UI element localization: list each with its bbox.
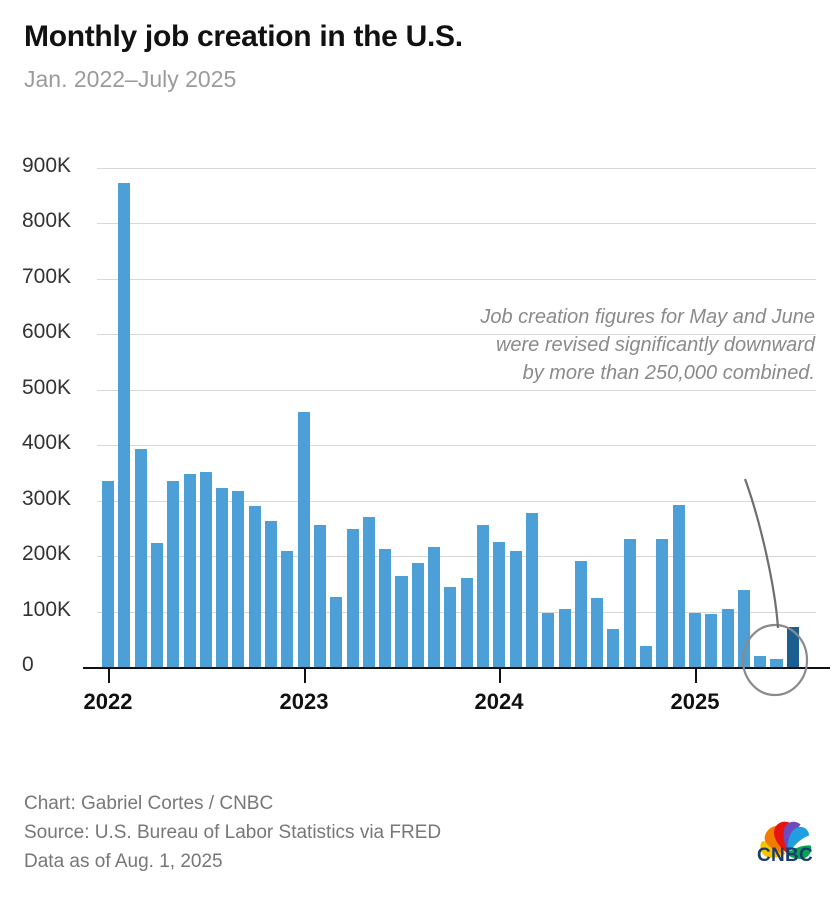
bar[interactable] [232, 490, 245, 667]
bar[interactable] [737, 590, 750, 667]
bar[interactable] [460, 577, 473, 667]
footer-source: Source: U.S. Bureau of Labor Statistics … [24, 822, 442, 843]
bar[interactable] [607, 629, 620, 667]
bar[interactable] [183, 474, 196, 667]
bar[interactable] [476, 525, 490, 667]
bar[interactable] [248, 506, 261, 667]
bar[interactable] [770, 659, 783, 667]
gridline [97, 556, 816, 557]
gridline [97, 334, 816, 335]
gridline [97, 501, 816, 502]
y-axis-tick-label: 900K [22, 154, 72, 177]
bar[interactable] [118, 182, 131, 667]
x-axis-tick-label: 2025 [670, 689, 720, 714]
bar[interactable] [281, 551, 294, 667]
bar[interactable] [297, 411, 310, 667]
bar[interactable] [574, 560, 587, 667]
x-axis-tick [499, 669, 501, 683]
bar[interactable] [102, 481, 115, 667]
bar[interactable] [379, 549, 392, 667]
bar[interactable] [672, 505, 685, 667]
bar[interactable] [313, 525, 326, 667]
gridline [97, 445, 816, 446]
x-axis-tick [304, 669, 306, 683]
footer-asof: Data as of Aug. 1, 2025 [24, 851, 223, 872]
y-axis-tick-label: 300K [22, 486, 72, 510]
gridline [97, 612, 816, 613]
bar[interactable] [542, 613, 555, 667]
bar[interactable] [395, 576, 408, 667]
x-axis-tick [108, 669, 110, 683]
bar[interactable] [558, 609, 571, 667]
y-axis-tick-label: 200K [22, 542, 72, 566]
x-axis-tick-label: 2022 [83, 689, 133, 714]
gridline [97, 390, 816, 391]
bar[interactable] [346, 529, 359, 667]
bar[interactable] [591, 597, 604, 667]
gridline [97, 223, 816, 224]
bar[interactable] [199, 472, 212, 667]
bar[interactable] [721, 608, 734, 667]
bar[interactable] [786, 626, 799, 667]
bar[interactable] [428, 547, 441, 667]
x-axis-tick-label: 2023 [279, 689, 329, 714]
y-axis-tick-label: 500K [22, 375, 72, 399]
gridline [97, 279, 816, 280]
bar[interactable] [493, 542, 506, 667]
bar[interactable] [411, 562, 424, 667]
cnbc-wordmark: CNBC [756, 845, 814, 866]
bar[interactable] [167, 481, 180, 667]
bar[interactable] [150, 543, 163, 667]
bar[interactable] [705, 614, 718, 667]
bar[interactable] [509, 550, 522, 667]
bar[interactable] [640, 645, 653, 667]
bar[interactable] [216, 488, 229, 667]
bar[interactable] [265, 521, 278, 667]
x-axis-line [83, 667, 830, 669]
y-axis-tick-label: 600K [22, 320, 72, 344]
x-axis-tick [695, 669, 697, 683]
footer-credit: Chart: Gabriel Cortes / CNBC [24, 793, 274, 814]
bar[interactable] [525, 512, 538, 667]
cnbc-peacock-logo [760, 821, 812, 859]
chart-footer: Chart: Gabriel Cortes / CNBC Source: U.S… [24, 789, 441, 876]
bar[interactable] [330, 597, 343, 667]
y-axis-tick-label: 100K [22, 597, 72, 621]
bar[interactable] [362, 516, 375, 667]
chart-subtitle: Jan. 2022–July 2025 [24, 66, 237, 92]
y-axis-tick-label: 0 [22, 653, 34, 676]
y-axis-tick-label: 800K [22, 209, 72, 233]
y-axis-tick-label: 400K [22, 431, 72, 455]
chart-title: Monthly job creation in the U.S. [24, 20, 463, 53]
annotation-text: Job creation figures for May and June we… [480, 306, 815, 384]
bar[interactable] [656, 538, 669, 667]
bar[interactable] [688, 613, 701, 667]
bar[interactable] [444, 586, 457, 667]
x-axis-tick-label: 2024 [474, 689, 524, 714]
gridline [97, 168, 816, 169]
bar[interactable] [754, 656, 767, 667]
bar[interactable] [623, 539, 636, 667]
bar[interactable] [134, 449, 147, 667]
y-axis-tick-label: 700K [22, 264, 72, 288]
